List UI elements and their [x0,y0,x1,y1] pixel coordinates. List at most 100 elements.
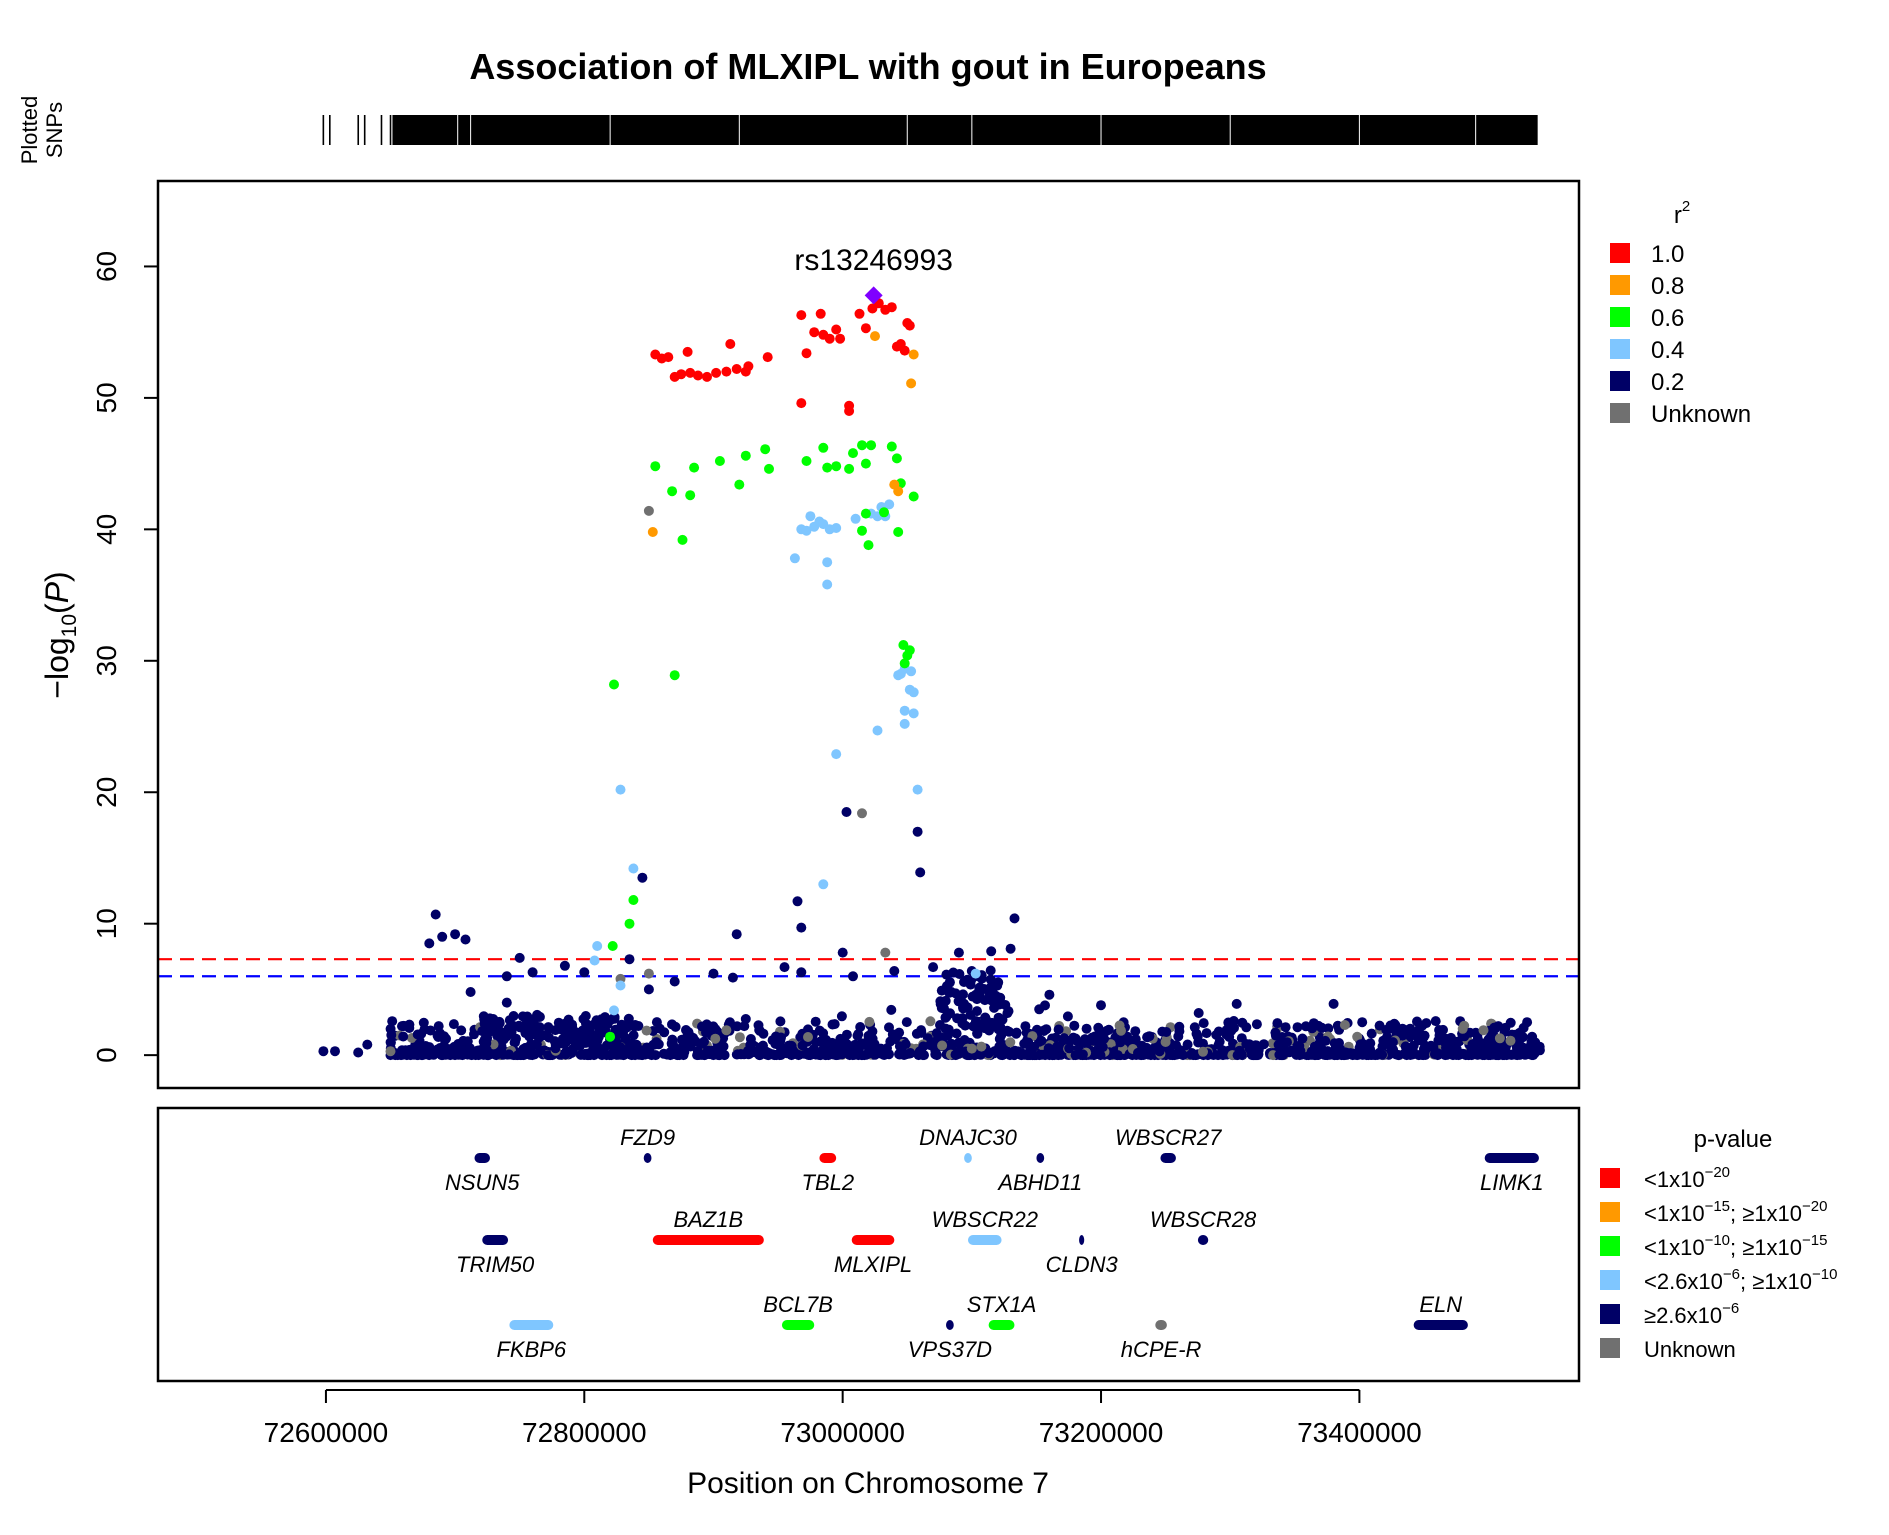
snp-point-r2-0-6 [669,670,680,681]
snp-point-r2-0-2 [501,997,512,1008]
snp-point [1308,1018,1319,1029]
snp-point [495,1026,506,1037]
snp-point-r2-1-0 [693,370,703,381]
snp-point [914,1046,925,1057]
snp-point-r2-0-2 [837,947,848,958]
snp-point [776,1050,786,1060]
snp-point [455,1048,466,1059]
snp-point [425,1025,436,1036]
snp-point [1103,1024,1114,1035]
snp-point-r2-0-6 [714,456,725,466]
snp-point [957,1013,968,1024]
snp-point-r2-0-8 [906,378,917,389]
snp-points [318,298,1545,1061]
snp-point-r2-0-4 [970,968,981,979]
snp-point-unknown [857,808,867,819]
gene-label-limk1: LIMK1 [1480,1170,1544,1195]
snp-point-r2-0-2 [986,946,997,957]
snp-point-r2-0-4 [609,1005,619,1016]
snp-point [950,1049,961,1060]
x-tick-label: 72600000 [264,1417,389,1448]
snp-point [1137,1048,1148,1059]
snp-point [743,1045,754,1056]
snp-point [405,1050,416,1061]
snp-point [814,1025,825,1036]
snp-point [478,1011,489,1022]
snp-point-r2-0-4 [822,579,833,590]
snp-point [994,999,1005,1010]
snp-point [1114,1020,1125,1031]
snp-point-r2-0-2 [1005,943,1016,954]
snp-point [1038,1026,1049,1036]
snp-point [1366,1028,1377,1039]
gene-bar-vps37d [946,1320,954,1330]
gene-label-fzd9: FZD9 [620,1125,675,1150]
snp-point [521,1023,532,1034]
snp-point [1505,1035,1516,1046]
snp-point [494,1018,505,1029]
snp-point-r2-0-6 [866,440,877,451]
snp-point [1489,1022,1500,1033]
snp-point-r2-0-2 [637,872,648,883]
snp-point [829,1019,840,1030]
snp-point-r2-0-2 [792,896,803,907]
snp-point-r2-1-0 [801,348,812,359]
snp-point [1356,1046,1367,1057]
snp-point-r2-0-4 [884,499,895,510]
snp-point [1329,1038,1340,1049]
snp-point [886,1004,897,1015]
snp-point [1069,1020,1080,1031]
snp-point [974,989,985,1000]
x-tick-label: 73000000 [780,1417,905,1448]
snp-point [504,1049,514,1060]
gene-label-wbscr22: WBSCR22 [932,1207,1038,1232]
snp-point-r2-0-2 [430,909,441,920]
legend-text: <1x10 [1644,1235,1705,1260]
snp-point [1130,1026,1141,1037]
snp-point-r2-0-6 [760,444,771,455]
snp-point [628,1030,639,1041]
snp-point [1451,1044,1462,1055]
snp-point-r2-1-0 [835,333,846,344]
snp-point [849,1049,860,1060]
snp-point [1064,1043,1075,1054]
snp-point [1534,1045,1545,1056]
lead-snp-label: rs13246993 [794,244,952,277]
snp-point [567,1021,578,1032]
snp-point-r2-0-6 [607,941,618,951]
snp-point [1292,1022,1303,1033]
snp-point-r2-0-2 [1009,913,1020,924]
snp-point-r2-0-8 [870,331,880,342]
snp-point [1357,1017,1368,1028]
snp-point [1062,1011,1073,1022]
snp-point [417,1050,428,1061]
x-axis: 72600000 72800000 73000000 73200000 73400000 [264,1389,1422,1448]
snp-point [465,1049,476,1060]
plotted-snps-rug [322,115,1538,145]
gene-label-cldn3: CLDN3 [1046,1252,1119,1277]
snp-point-r2-0-6 [605,1031,616,1042]
gene-track: NSUN5 FZD9 TBL2 DNAJC30 ABHD11 WBSCR27 LIMK1 TR… [445,1125,1544,1362]
snp-point [512,1050,523,1061]
snp-point [884,1049,894,1060]
plotted-snps-label-line1: Plotted [17,96,42,165]
snp-point [1224,1032,1235,1042]
snp-point [930,1048,941,1059]
gene-label-tbl2: TBL2 [802,1170,855,1195]
snp-point [1484,1038,1495,1048]
snp-point-r2-1-0 [731,364,742,374]
snp-point [616,1049,627,1060]
snp-point [1430,1016,1441,1027]
r2-legend: r2 1.0 0.8 0.6 0.4 0.2 Unknown [1610,198,1751,428]
snp-point-r2-0-4 [906,666,917,677]
snp-point [980,1014,991,1025]
r2-legend-swatch [1610,243,1630,263]
snp-point [864,1016,875,1027]
snp-point [1052,1041,1063,1052]
gene-bar-wbscr27 [1160,1153,1176,1163]
snp-point-r2-1-0 [844,406,855,416]
gene-bar-trim50 [482,1235,509,1245]
snp-point [608,1049,618,1060]
snp-point-r2-0-6 [908,491,919,502]
